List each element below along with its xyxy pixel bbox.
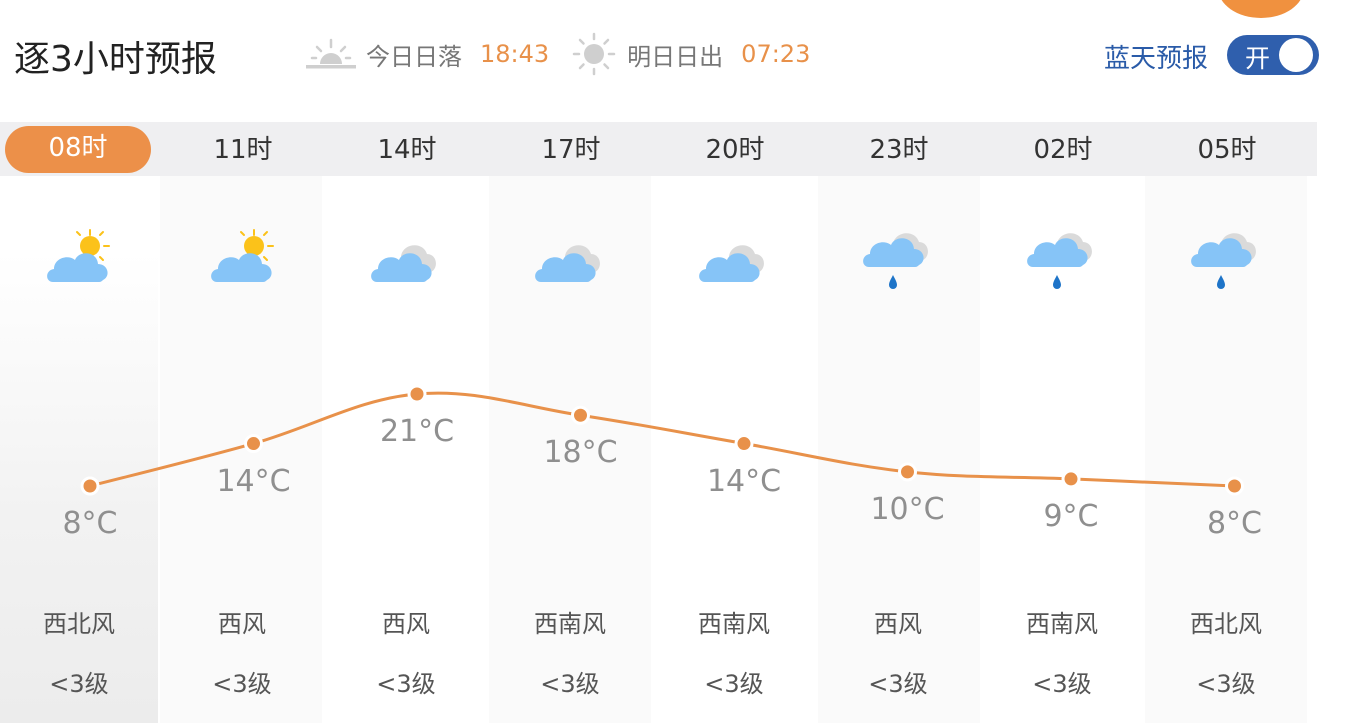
temperature-point xyxy=(571,405,590,425)
hour-column-bg xyxy=(1145,176,1307,723)
partly-cloudy-icon xyxy=(47,229,110,282)
wind-direction: 西南风 xyxy=(698,610,770,638)
temp-label: 8°C xyxy=(1206,506,1263,541)
light-rain-icon xyxy=(1027,233,1092,289)
temp-label: 14°C xyxy=(216,463,291,499)
corner-badge xyxy=(1218,0,1304,18)
wind-level: <3级 xyxy=(49,670,109,698)
temp-label: 14°C xyxy=(706,463,782,499)
temperature-line xyxy=(89,391,1235,488)
page-title: 逐3小时预报 xyxy=(14,39,217,80)
wind-direction: 西南风 xyxy=(1026,610,1098,638)
hour-column-bg xyxy=(818,176,980,723)
toggle-knob xyxy=(1279,38,1313,72)
partly-cloudy-icon xyxy=(211,229,274,282)
hour-tab-selected[interactable]: 08时 xyxy=(5,126,151,173)
wind-direction: 西南风 xyxy=(534,610,606,638)
sunset-label: 今日日落 xyxy=(366,42,462,71)
temp-label: 10°C xyxy=(870,491,945,527)
toggle-label: 开 xyxy=(1245,44,1271,73)
temperature-point xyxy=(898,462,917,482)
sunset-time: 18:43 xyxy=(480,40,550,68)
sunrise-label: 明日日出 xyxy=(627,42,724,71)
sunrise-time: 07:23 xyxy=(741,40,811,68)
temp-label: 9°C xyxy=(1043,498,1099,534)
hour-tab[interactable]: 02时 xyxy=(1033,135,1093,165)
hour-tab[interactable]: 20时 xyxy=(705,135,765,165)
wind-direction: 西北风 xyxy=(1190,610,1262,638)
wind-level: <3级 xyxy=(376,670,436,698)
temp-label: 21°C xyxy=(379,414,455,449)
light-rain-icon xyxy=(1191,233,1256,289)
light-rain-icon xyxy=(863,233,928,289)
wind-direction: 西风 xyxy=(382,610,430,638)
temp-label: 18°C xyxy=(543,435,618,471)
wind-direction: 西风 xyxy=(874,610,922,638)
hour-tab[interactable]: 11时 xyxy=(213,135,273,165)
blue-sky-toggle[interactable]: 开 xyxy=(1227,35,1319,75)
wind-level: <3级 xyxy=(1196,670,1256,698)
wind-level: <3级 xyxy=(212,670,272,698)
wind-level: <3级 xyxy=(704,670,764,698)
temperature-point xyxy=(407,384,427,404)
hour-tab[interactable]: 17时 xyxy=(541,135,601,165)
hour-tab[interactable]: 05时 xyxy=(1197,135,1257,165)
temperature-point xyxy=(1061,469,1081,489)
cloudy-icon xyxy=(535,245,600,282)
cloudy-icon xyxy=(371,245,436,282)
temperature-point xyxy=(80,476,100,496)
wind-level: <3级 xyxy=(540,670,600,698)
hour-header-bar: 11时 14时 17时 20时 23时 02时 05时 xyxy=(0,122,1317,176)
cloudy-icon xyxy=(699,245,764,282)
sunrise-icon xyxy=(572,32,616,76)
blue-sky-forecast-link[interactable]: 蓝天预报 xyxy=(1104,44,1209,74)
sunset-icon xyxy=(306,38,356,69)
hour-tab[interactable]: 14时 xyxy=(377,135,437,165)
wind-level: <3级 xyxy=(1032,670,1092,698)
wind-level: <3级 xyxy=(868,670,928,698)
temperature-point xyxy=(244,434,263,454)
wind-direction: 西北风 xyxy=(43,610,115,638)
sun-info: 今日日落 18:43 明日日出 07:23 xyxy=(304,32,811,76)
temperature-point xyxy=(734,434,754,454)
wind-direction: 西风 xyxy=(218,610,266,638)
temperature-point xyxy=(1225,476,1244,496)
temp-label: 8°C xyxy=(62,506,118,541)
hour-tab[interactable]: 23时 xyxy=(869,135,929,165)
hour-tab-selected-label: 08时 xyxy=(48,133,108,163)
